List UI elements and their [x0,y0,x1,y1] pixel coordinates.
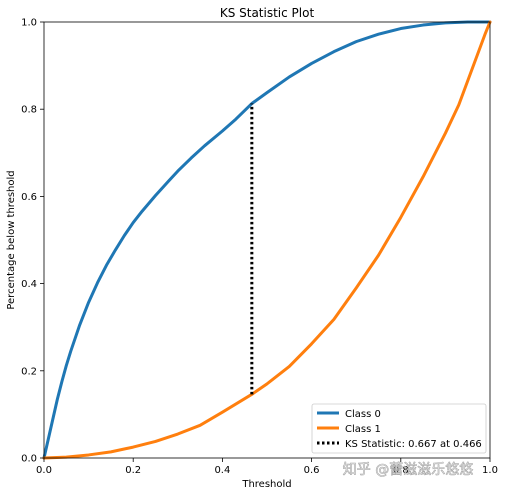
y-axis-label: Percentage below threshold [6,170,17,309]
y-tick-label: 0.4 [21,279,37,290]
legend-label-class-0: Class 0 [345,409,381,420]
x-tick-label: 0.2 [125,465,141,476]
plot-background [44,22,490,458]
plot-area [42,20,492,460]
x-tick-label: 0.8 [393,465,409,476]
series-layer [42,20,492,460]
watermark: 知乎 @蕾滋滋乐悠悠 [343,461,473,478]
x-tick-label: 0.0 [36,465,52,476]
series-line-class-0 [42,20,492,460]
x-tick-label: 1.0 [482,465,498,476]
legend-box [311,403,487,454]
y-axis: 0.0 0.2 0.4 0.6 0.8 1.0 [21,18,44,465]
x-axis: 0.0 0.2 0.4 0.6 0.8 1.0 [36,458,498,476]
legend-label-ks: KS Statistic: 0.667 at 0.466 [345,439,482,450]
x-tick-label: 0.4 [214,465,230,476]
legend-label-class-1: Class 1 [345,424,381,435]
x-tick-label: 0.6 [304,465,320,476]
y-tick-label: 0.8 [21,105,37,116]
y-tick-label: 1.0 [21,18,37,29]
y-tick-label: 0.2 [21,366,37,377]
chart-title: KS Statistic Plot [220,6,315,20]
legend: Class 0 Class 1 KS Statistic: 0.667 at 0… [311,403,487,454]
y-tick-label: 0.6 [21,192,37,203]
plot-frame [43,21,491,459]
series-line-class-1 [42,20,492,460]
x-axis-label: Threshold [241,479,291,490]
y-tick-label: 0.0 [21,454,37,465]
